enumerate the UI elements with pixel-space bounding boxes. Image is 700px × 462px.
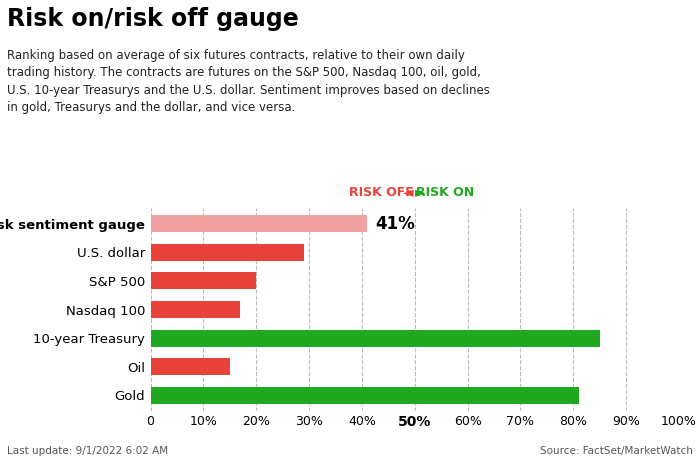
Text: Risk on/risk off gauge: Risk on/risk off gauge [7, 7, 299, 31]
Text: Source: FactSet/MarketWatch: Source: FactSet/MarketWatch [540, 446, 693, 456]
Text: 41%: 41% [375, 215, 415, 233]
Bar [150, 329, 600, 347]
Bar [150, 358, 230, 376]
Bar [150, 243, 304, 261]
Text: Ranking based on average of six futures contracts, relative to their own daily
t: Ranking based on average of six futures … [7, 49, 490, 114]
Bar [150, 272, 256, 290]
Bar [150, 301, 240, 318]
Bar [150, 215, 368, 232]
Text: RISK ON: RISK ON [416, 186, 475, 199]
Text: ◄: ◄ [403, 185, 414, 199]
Text: Last update: 9/1/2022 6:02 AM: Last update: 9/1/2022 6:02 AM [7, 446, 168, 456]
Text: RISK OFF: RISK OFF [349, 186, 413, 199]
Bar [150, 387, 579, 404]
Text: ►: ► [416, 185, 426, 199]
